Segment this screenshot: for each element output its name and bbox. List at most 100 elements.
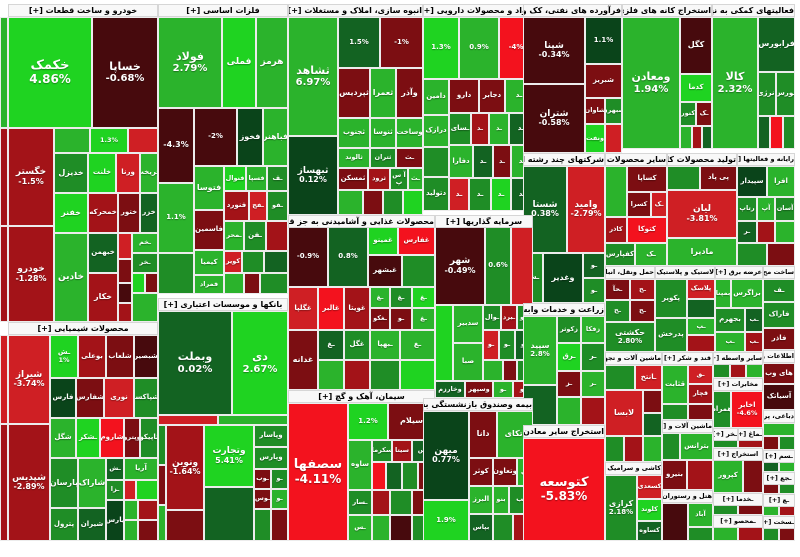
- treemap-cell-ـد[interactable]: ـد: [491, 178, 511, 211]
- treemap-cell-بپاس[interactable]: بپاس: [469, 514, 493, 541]
- treemap-cell[interactable]: -4.3%: [158, 108, 194, 183]
- treemap-cell[interactable]: [643, 390, 662, 413]
- treemap-cell-وسپهر[interactable]: وسپهر: [465, 381, 493, 398]
- treemap-cell-ومعادن[interactable]: ومعادن 1.94%: [622, 17, 680, 149]
- treemap-cell-آریا[interactable]: آریا: [124, 458, 158, 480]
- treemap-cell[interactable]: [54, 128, 90, 153]
- sector-header[interactable]: لاستیک و پلاستیک [+]: [655, 266, 715, 279]
- treemap-cell-کسعدی[interactable]: کسعدی: [637, 475, 662, 499]
- treemap-cell-غالبر[interactable]: غالبر: [318, 287, 344, 330]
- treemap-cell-غدانه[interactable]: غدانه: [288, 330, 318, 390]
- treemap-cell[interactable]: [158, 415, 218, 425]
- treemap-cell-ـو[interactable]: ـو: [271, 489, 288, 509]
- treemap-cell-وپاسار[interactable]: وپاسار: [254, 425, 288, 447]
- treemap-cell-بورس[interactable]: بورس: [776, 72, 795, 116]
- treemap-cell[interactable]: [581, 397, 605, 425]
- treemap-cell-ـر[interactable]: ـر: [581, 371, 605, 397]
- sector-header[interactable]: هتل و رستوران [+]: [662, 490, 713, 503]
- treemap-cell[interactable]: [743, 459, 763, 493]
- treemap-cell-ـش[interactable]: ـش: [106, 458, 124, 480]
- treemap-cell-ـز[interactable]: ـز: [557, 371, 581, 397]
- treemap-cell[interactable]: [0, 226, 8, 322]
- treemap-cell-ـب[interactable]: ـب: [745, 308, 763, 332]
- treemap-cell-ـو[interactable]: ـو: [483, 330, 499, 360]
- treemap-cell-کگل[interactable]: کگل: [680, 17, 712, 74]
- treemap-cell[interactable]: [264, 251, 288, 273]
- treemap-cell[interactable]: [763, 423, 795, 436]
- treemap-cell-خلنت[interactable]: خلنت: [88, 153, 116, 193]
- treemap-cell-ـر[interactable]: ـر: [737, 221, 757, 243]
- treemap-cell[interactable]: [402, 462, 418, 490]
- treemap-cell-شفارس[interactable]: شفارس: [76, 378, 104, 418]
- treemap-cell-سدبیر[interactable]: سدبیر: [453, 305, 483, 343]
- treemap-cell-کفپارس[interactable]: کفپارس: [605, 243, 635, 266]
- treemap-cell-کرازی[interactable]: کرازی 2.18%: [605, 475, 637, 541]
- sector-header[interactable]: استخراج کانه های فلزی [+]: [622, 4, 712, 17]
- treemap-cell-ـس[interactable]: ـس: [348, 515, 372, 541]
- treemap-cell[interactable]: [344, 360, 370, 390]
- treemap-cell[interactable]: [372, 490, 390, 515]
- treemap-cell[interactable]: [713, 364, 730, 378]
- treemap-cell-دجابر[interactable]: دجابر: [479, 79, 505, 113]
- treemap-cell-کتوکا[interactable]: کتوکا: [627, 217, 667, 243]
- treemap-cell[interactable]: [688, 527, 713, 541]
- treemap-cell-ـسای[interactable]: ـسای: [449, 113, 471, 145]
- treemap-cell-ثبهساز[interactable]: ثبهساز 0.12%: [288, 136, 338, 215]
- treemap-cell-فباهنر[interactable]: فباهنر: [263, 108, 288, 166]
- treemap-cell[interactable]: [662, 503, 688, 541]
- treemap-cell[interactable]: [224, 273, 244, 294]
- treemap-cell-سصفها[interactable]: سصفها -4.11%: [288, 403, 348, 541]
- sector-header[interactable]: کاشی و سرامیک [+]: [605, 462, 662, 475]
- treemap-cell[interactable]: [483, 360, 503, 381]
- treemap-cell[interactable]: [770, 116, 783, 149]
- sector-header[interactable]: مخابرات [+]: [713, 378, 763, 391]
- treemap-cell[interactable]: [643, 436, 662, 462]
- treemap-cell-صبا[interactable]: صبا: [453, 343, 483, 381]
- sector-header[interactable]: اطلاعات و [+]: [763, 350, 795, 363]
- treemap-cell-شبهرن[interactable]: شبهرن: [605, 98, 622, 124]
- treemap-cell[interactable]: 1.5%: [338, 17, 380, 68]
- treemap-cell[interactable]: 0.8%: [328, 227, 368, 287]
- treemap-cell-ـد[interactable]: ـد: [449, 178, 469, 211]
- treemap-cell[interactable]: [757, 221, 775, 243]
- treemap-cell-قثابت[interactable]: قثابت: [662, 365, 688, 404]
- treemap-cell-فاراک[interactable]: فاراک: [763, 302, 795, 328]
- sector-header[interactable]: رایانه و فعالیتها [+]: [737, 153, 795, 166]
- sector-header[interactable]: ماشین آلات و [+]: [662, 420, 713, 433]
- treemap-cell[interactable]: -2%: [194, 108, 237, 166]
- treemap-cell-کتوسعه[interactable]: کتوسعه -5.83%: [523, 438, 605, 541]
- treemap-cell-فتوسا[interactable]: فتوسا: [194, 166, 224, 210]
- treemap-cell-آسیاتک[interactable]: آسیاتک: [763, 384, 795, 410]
- treemap-cell[interactable]: [266, 221, 288, 251]
- treemap-cell[interactable]: [383, 190, 403, 215]
- treemap-cell-ـخر[interactable]: ـخر: [132, 253, 158, 273]
- treemap-cell[interactable]: 1.1%: [158, 183, 194, 253]
- treemap-cell-ـف[interactable]: ـف: [267, 166, 288, 191]
- treemap-cell-دفارا[interactable]: دفارا: [449, 145, 473, 178]
- treemap-cell-ثمسکن[interactable]: ثمسکن: [338, 168, 368, 190]
- treemap-cell[interactable]: [244, 273, 260, 294]
- treemap-cell-ـو[interactable]: ـو: [499, 330, 515, 360]
- treemap-cell-ـث[interactable]: ـث: [408, 168, 423, 190]
- treemap-cell-خریخت[interactable]: خریخت: [140, 153, 158, 193]
- treemap-cell-وآذر[interactable]: وآذر: [396, 68, 423, 118]
- sector-header[interactable]: بانکها و موسسات اعتباری [+]: [158, 298, 288, 311]
- treemap-cell[interactable]: [390, 490, 412, 515]
- treemap-cell-فولاد[interactable]: فولاد 2.79%: [158, 17, 222, 108]
- sector-header[interactable]: استخراج سایر معادن [+]: [523, 425, 605, 438]
- treemap-cell-میهن[interactable]: میهن 0.77%: [423, 411, 469, 500]
- sector-header[interactable]: ـع [+]: [763, 494, 795, 507]
- treemap-cell[interactable]: [0, 128, 8, 226]
- treemap-cell-بنو[interactable]: بنو: [493, 486, 509, 514]
- treemap-cell-سپید[interactable]: سپید 2.8%: [523, 316, 557, 385]
- treemap-cell-ـسار[interactable]: ـسار: [348, 490, 372, 515]
- treemap-cell-دتولید[interactable]: دتولید: [423, 177, 449, 211]
- treemap-cell-ـک[interactable]: ـک: [635, 243, 667, 266]
- treemap-cell-پدرخش[interactable]: پدرخش: [655, 318, 687, 352]
- treemap-cell[interactable]: [138, 500, 158, 520]
- treemap-cell-ـغکو[interactable]: ـغکو: [370, 308, 390, 330]
- treemap-cell-زکوثر[interactable]: زکوثر: [557, 316, 581, 343]
- treemap-cell-آباد[interactable]: آباد: [688, 503, 713, 527]
- treemap-cell-فارس[interactable]: فارس: [50, 378, 76, 418]
- treemap-cell[interactable]: [0, 424, 8, 541]
